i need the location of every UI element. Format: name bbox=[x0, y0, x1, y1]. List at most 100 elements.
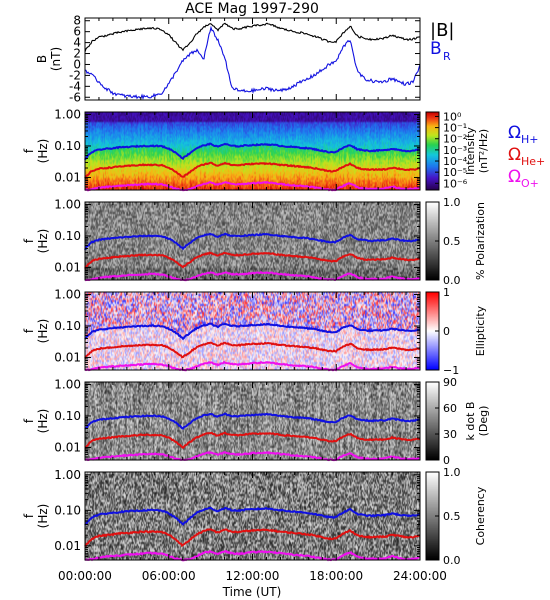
coh-gyro-h-line bbox=[84, 506, 421, 526]
colorbar-tick-label: 60 bbox=[443, 402, 457, 415]
gyro-legend-symbol: Ω bbox=[508, 123, 521, 143]
freq-tick-label: 0.01 bbox=[54, 440, 81, 454]
figure-title: ACE Mag 1997-290 bbox=[185, 1, 319, 17]
ell-gyro-he-line bbox=[84, 341, 421, 359]
colorbar-tick-label: −1 bbox=[443, 364, 459, 377]
colorbar-tick-label: 10⁻² bbox=[443, 133, 467, 146]
k-dot-b-colorbar bbox=[426, 382, 439, 460]
freq-tick-label: 0.01 bbox=[54, 260, 81, 274]
b-ytick-label: 4 bbox=[73, 36, 81, 50]
freq-ylabel-units: (Hz) bbox=[36, 139, 50, 164]
freq-ylabel: f bbox=[22, 238, 36, 243]
colorbar-tick-label: 0.5 bbox=[443, 235, 461, 248]
b-ytick-label: -2 bbox=[69, 68, 81, 82]
colorbar-title-units: (Deg) bbox=[477, 406, 490, 437]
time-tick-label: 24:00:00 bbox=[393, 569, 447, 583]
freq-ylabel: f bbox=[22, 328, 36, 333]
freq-ylabel: f bbox=[22, 513, 36, 518]
freq-ylabel: f bbox=[22, 148, 36, 153]
psd-gyro-he-line bbox=[84, 161, 421, 179]
freq-tick-label: 0.10 bbox=[54, 139, 81, 153]
b-ylabel: B bbox=[35, 55, 49, 63]
colorbar-title-units: (nT²/Hz) bbox=[477, 129, 490, 173]
time-tick-label: 06:00:00 bbox=[142, 569, 196, 583]
time-tick-label: 00:00:00 bbox=[58, 569, 112, 583]
freq-ylabel-units: (Hz) bbox=[36, 409, 50, 434]
gyro-legend-symbol: Ω bbox=[508, 167, 521, 187]
colorbar-tick-label: 30 bbox=[443, 428, 457, 441]
freq-tick-label: 1.00 bbox=[54, 197, 81, 211]
b-ytick-label: 8 bbox=[73, 14, 81, 28]
freq-tick-label: 0.01 bbox=[54, 170, 81, 184]
colorbar-tick-label: 1.0 bbox=[443, 466, 461, 479]
ellipticity-colorbar bbox=[426, 292, 439, 370]
pol-spectrogram bbox=[85, 202, 420, 280]
freq-ylabel: f bbox=[22, 418, 36, 423]
colorbar-title: Intensity bbox=[464, 127, 477, 175]
svg-text:B: B bbox=[430, 39, 442, 59]
colorbar-tick-label: 10⁰ bbox=[443, 110, 462, 123]
time-tick-label: 18:00:00 bbox=[309, 569, 363, 583]
colorbar-tick-label: 0.5 bbox=[443, 510, 461, 523]
polarization-colorbar bbox=[426, 202, 439, 280]
freq-tick-label: 0.10 bbox=[54, 409, 81, 423]
k-dot-b-colorbar-frame bbox=[425, 381, 440, 461]
b-ytick-label: 0 bbox=[73, 57, 81, 71]
freq-tick-label: 0.10 bbox=[54, 319, 81, 333]
power-spectral-density-colorbar-frame bbox=[425, 111, 440, 191]
coherency-colorbar bbox=[426, 472, 439, 560]
colorbar-title: Coherency bbox=[474, 486, 487, 545]
psd-gyro-h-line bbox=[84, 142, 421, 161]
colorbar-tick-label: 0.0 bbox=[443, 554, 461, 567]
gyro-legend-sub: He+ bbox=[521, 155, 545, 168]
b-ytick-label: 6 bbox=[73, 25, 81, 39]
coh-spectrogram bbox=[85, 472, 420, 560]
b-ytick-label: -6 bbox=[69, 90, 81, 104]
freq-tick-label: 1.00 bbox=[54, 287, 81, 301]
pol-gyro-h-line bbox=[84, 232, 421, 251]
colorbar-title: k dot B bbox=[464, 402, 477, 441]
b-ylabel-units: (nT) bbox=[49, 47, 63, 71]
freq-tick-label: 1.00 bbox=[54, 468, 81, 482]
svg-text:R: R bbox=[443, 50, 451, 63]
freq-tick-label: 0.10 bbox=[54, 229, 81, 243]
legend-b-r: B R bbox=[430, 39, 451, 63]
colorbar-tick-label: 10⁻¹ bbox=[443, 122, 467, 135]
colorbar-tick-label: 10⁻⁵ bbox=[443, 166, 467, 179]
gyro-legend-sub: O+ bbox=[521, 177, 539, 190]
b-ytick-label: -4 bbox=[69, 79, 81, 93]
freq-tick-label: 0.10 bbox=[54, 503, 81, 517]
colorbar-tick-label: 90 bbox=[443, 376, 457, 389]
colorbar-tick-label: 0 bbox=[443, 454, 450, 467]
colorbar-tick-label: 10⁻⁶ bbox=[443, 177, 468, 190]
freq-ylabel-units: (Hz) bbox=[36, 504, 50, 529]
colorbar-title: % Polarization bbox=[474, 202, 487, 280]
freq-tick-label: 1.00 bbox=[54, 377, 81, 391]
freq-ylabel-units: (Hz) bbox=[36, 319, 50, 344]
kdb-gyro-he-line bbox=[84, 431, 421, 449]
freq-tick-label: 0.01 bbox=[54, 539, 81, 553]
colorbar-tick-label: 1.0 bbox=[443, 196, 461, 209]
pol-gyro-he-line bbox=[84, 251, 421, 270]
power-spectral-density-colorbar bbox=[426, 112, 439, 190]
freq-ylabel-units: (Hz) bbox=[36, 229, 50, 254]
coh-gyro-he-line bbox=[84, 528, 421, 548]
colorbar-tick-label: 10⁻⁴ bbox=[443, 155, 468, 168]
x-axis-title: Time (UT) bbox=[222, 585, 282, 599]
freq-tick-label: 1.00 bbox=[54, 107, 81, 121]
gyro-legend-sub: H+ bbox=[521, 133, 539, 146]
freq-tick-label: 0.01 bbox=[54, 350, 81, 364]
b-ytick-label: 2 bbox=[73, 47, 81, 61]
colorbar-tick-label: 10⁻³ bbox=[443, 144, 467, 157]
colorbar-title: Ellipticity bbox=[474, 305, 487, 356]
colorbar-tick-label: 0 bbox=[443, 325, 450, 338]
b-total-line bbox=[84, 22, 421, 52]
colorbar-tick-label: 1 bbox=[443, 286, 450, 299]
ell-gyro-h-line bbox=[84, 322, 421, 341]
gyro-legend-symbol: Ω bbox=[508, 145, 521, 165]
legend-b-total: |B| bbox=[430, 20, 454, 41]
time-tick-label: 12:00:00 bbox=[226, 569, 280, 583]
kdb-gyro-h-line bbox=[84, 412, 421, 430]
